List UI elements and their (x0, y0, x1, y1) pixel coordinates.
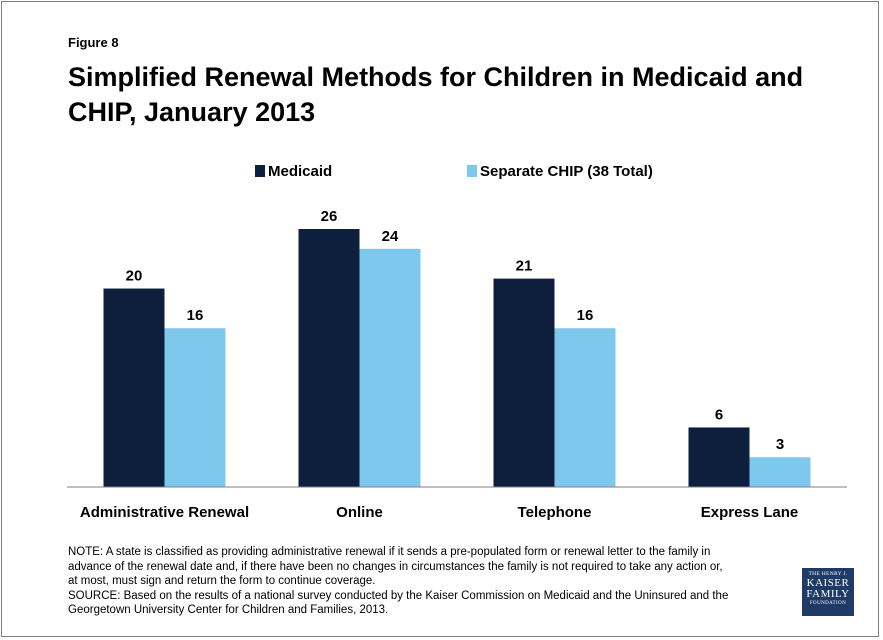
bar (554, 328, 616, 487)
category-label: Express Lane (701, 504, 799, 521)
data-label: 16 (187, 307, 204, 324)
chart-note: NOTE: A state is classified as providing… (68, 545, 788, 618)
data-label: 6 (715, 406, 723, 423)
source-line: SOURCE: Based on the results of a nation… (68, 589, 729, 602)
data-label: 26 (321, 208, 338, 225)
data-label: 24 (382, 228, 399, 245)
bar (103, 288, 165, 487)
figure-label: Figure 8 (68, 35, 119, 50)
bar-chart: Medicaid Separate CHIP (38 Total) 20 16 Admi… (67, 163, 847, 521)
category-label: Telephone (518, 504, 592, 521)
bar (749, 457, 811, 487)
source-line: Georgetown University Center for Childre… (68, 604, 389, 616)
data-label: 3 (776, 436, 784, 453)
data-label: 20 (126, 268, 143, 285)
kff-logo: THE HENRY J. KAISER FAMILY FOUNDATION (802, 568, 854, 616)
chart-title: Simplified Renewal Methods for Children … (68, 62, 804, 127)
legend-swatch (255, 165, 265, 177)
bar (298, 229, 360, 487)
note-line: advance of the renewal date and, if ther… (68, 560, 723, 573)
bar (359, 248, 421, 487)
legend-swatch (467, 165, 477, 177)
data-label: 16 (577, 307, 594, 324)
bar (164, 328, 226, 487)
legend-label: Medicaid (268, 163, 332, 180)
note-line: at most, must sign and return the form t… (68, 575, 376, 587)
bar (688, 427, 750, 487)
category-label: Online (336, 504, 383, 521)
category-label: Administrative Renewal (80, 504, 249, 521)
legend-label: Separate CHIP (38 Total) (480, 163, 653, 180)
note-line: NOTE: A state is classified as providing… (68, 546, 711, 558)
bar (493, 278, 555, 487)
data-label: 21 (516, 258, 533, 275)
